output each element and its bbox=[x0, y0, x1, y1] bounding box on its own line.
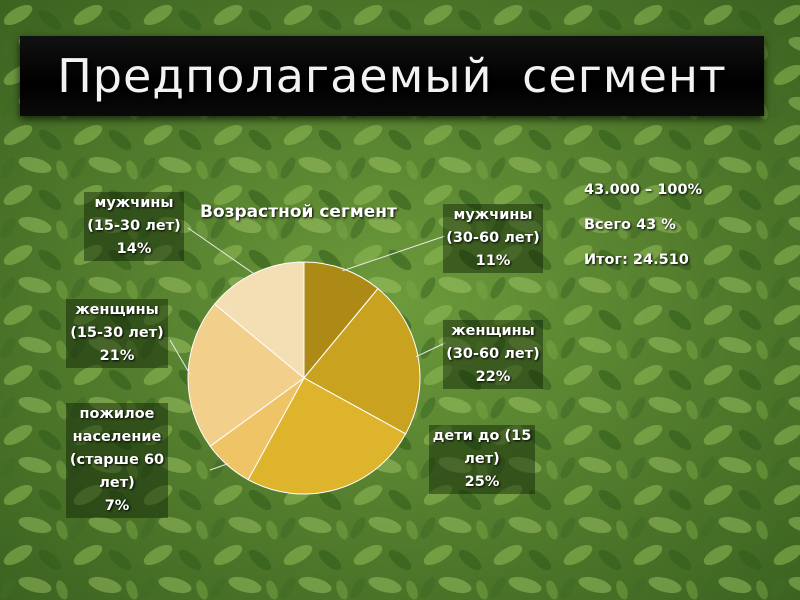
slice-percent: 14% bbox=[116, 241, 152, 257]
chart-title: Возрастной сегмент bbox=[200, 202, 397, 222]
slide-title: Предполагаемый сегмент bbox=[57, 49, 727, 103]
pie-slice-children bbox=[247, 377, 407, 495]
leader-line-men-15-30 bbox=[187, 227, 256, 276]
slice-label-line: (30-60 лет) bbox=[446, 346, 540, 362]
slice-label-line: (старше 60 bbox=[69, 452, 165, 468]
slice-label-line: (30-60 лет) bbox=[446, 230, 540, 246]
slice-label-line: лет) bbox=[464, 451, 500, 467]
slice-label-line: пожилое bbox=[79, 406, 155, 422]
slice-label-line: мужчины bbox=[94, 195, 174, 211]
stats-block: 43.000 – 100% Всего 43 % Итог: 24.510 bbox=[584, 178, 702, 283]
slice-label-line: женщины bbox=[75, 302, 159, 318]
slice-label-men-30-60: мужчины (30-60 лет) 11% bbox=[443, 204, 543, 273]
slice-percent: 22% bbox=[475, 369, 511, 385]
leader-line-elderly bbox=[209, 463, 229, 471]
slice-label-line: дети до (15 bbox=[432, 428, 532, 444]
stats-line-share: Всего 43 % bbox=[584, 217, 676, 233]
slice-label-elderly: пожилое население (старше 60 лет) 7% bbox=[66, 403, 168, 518]
stats-line-total: 43.000 – 100% bbox=[584, 182, 703, 198]
slice-label-children: дети до (15 лет) 25% bbox=[429, 425, 535, 494]
slice-label-line: женщины bbox=[451, 323, 535, 339]
slice-label-line: мужчины bbox=[453, 207, 533, 223]
slice-percent: 25% bbox=[464, 474, 500, 490]
slice-label-women-15-30: женщины (15-30 лет) 21% bbox=[66, 299, 168, 368]
leader-line-women-30-60 bbox=[415, 342, 446, 358]
pie-slice-men-15-30 bbox=[213, 261, 305, 380]
slice-percent: 11% bbox=[475, 253, 511, 269]
slice-label-women-30-60: женщины (30-60 лет) 22% bbox=[443, 320, 543, 389]
slice-label-line: (15-30 лет) bbox=[70, 325, 164, 341]
leader-line-women-15-30 bbox=[169, 339, 191, 375]
slice-label-line: лет) bbox=[99, 475, 135, 491]
slice-label-men-15-30: мужчины (15-30 лет) 14% bbox=[84, 192, 184, 261]
slice-percent: 21% bbox=[99, 348, 135, 364]
pie-slice-women-15-30 bbox=[187, 303, 305, 447]
slice-label-line: население bbox=[72, 429, 162, 445]
stats-line-result: Итог: 24.510 bbox=[584, 252, 689, 268]
leader-line-men-30-60 bbox=[342, 235, 446, 272]
pie-slice-men-30-60 bbox=[303, 261, 379, 380]
slice-percent: 7% bbox=[104, 498, 130, 514]
title-bar: Предполагаемый сегмент bbox=[20, 36, 764, 116]
slice-label-line: (15-30 лет) bbox=[87, 218, 181, 234]
